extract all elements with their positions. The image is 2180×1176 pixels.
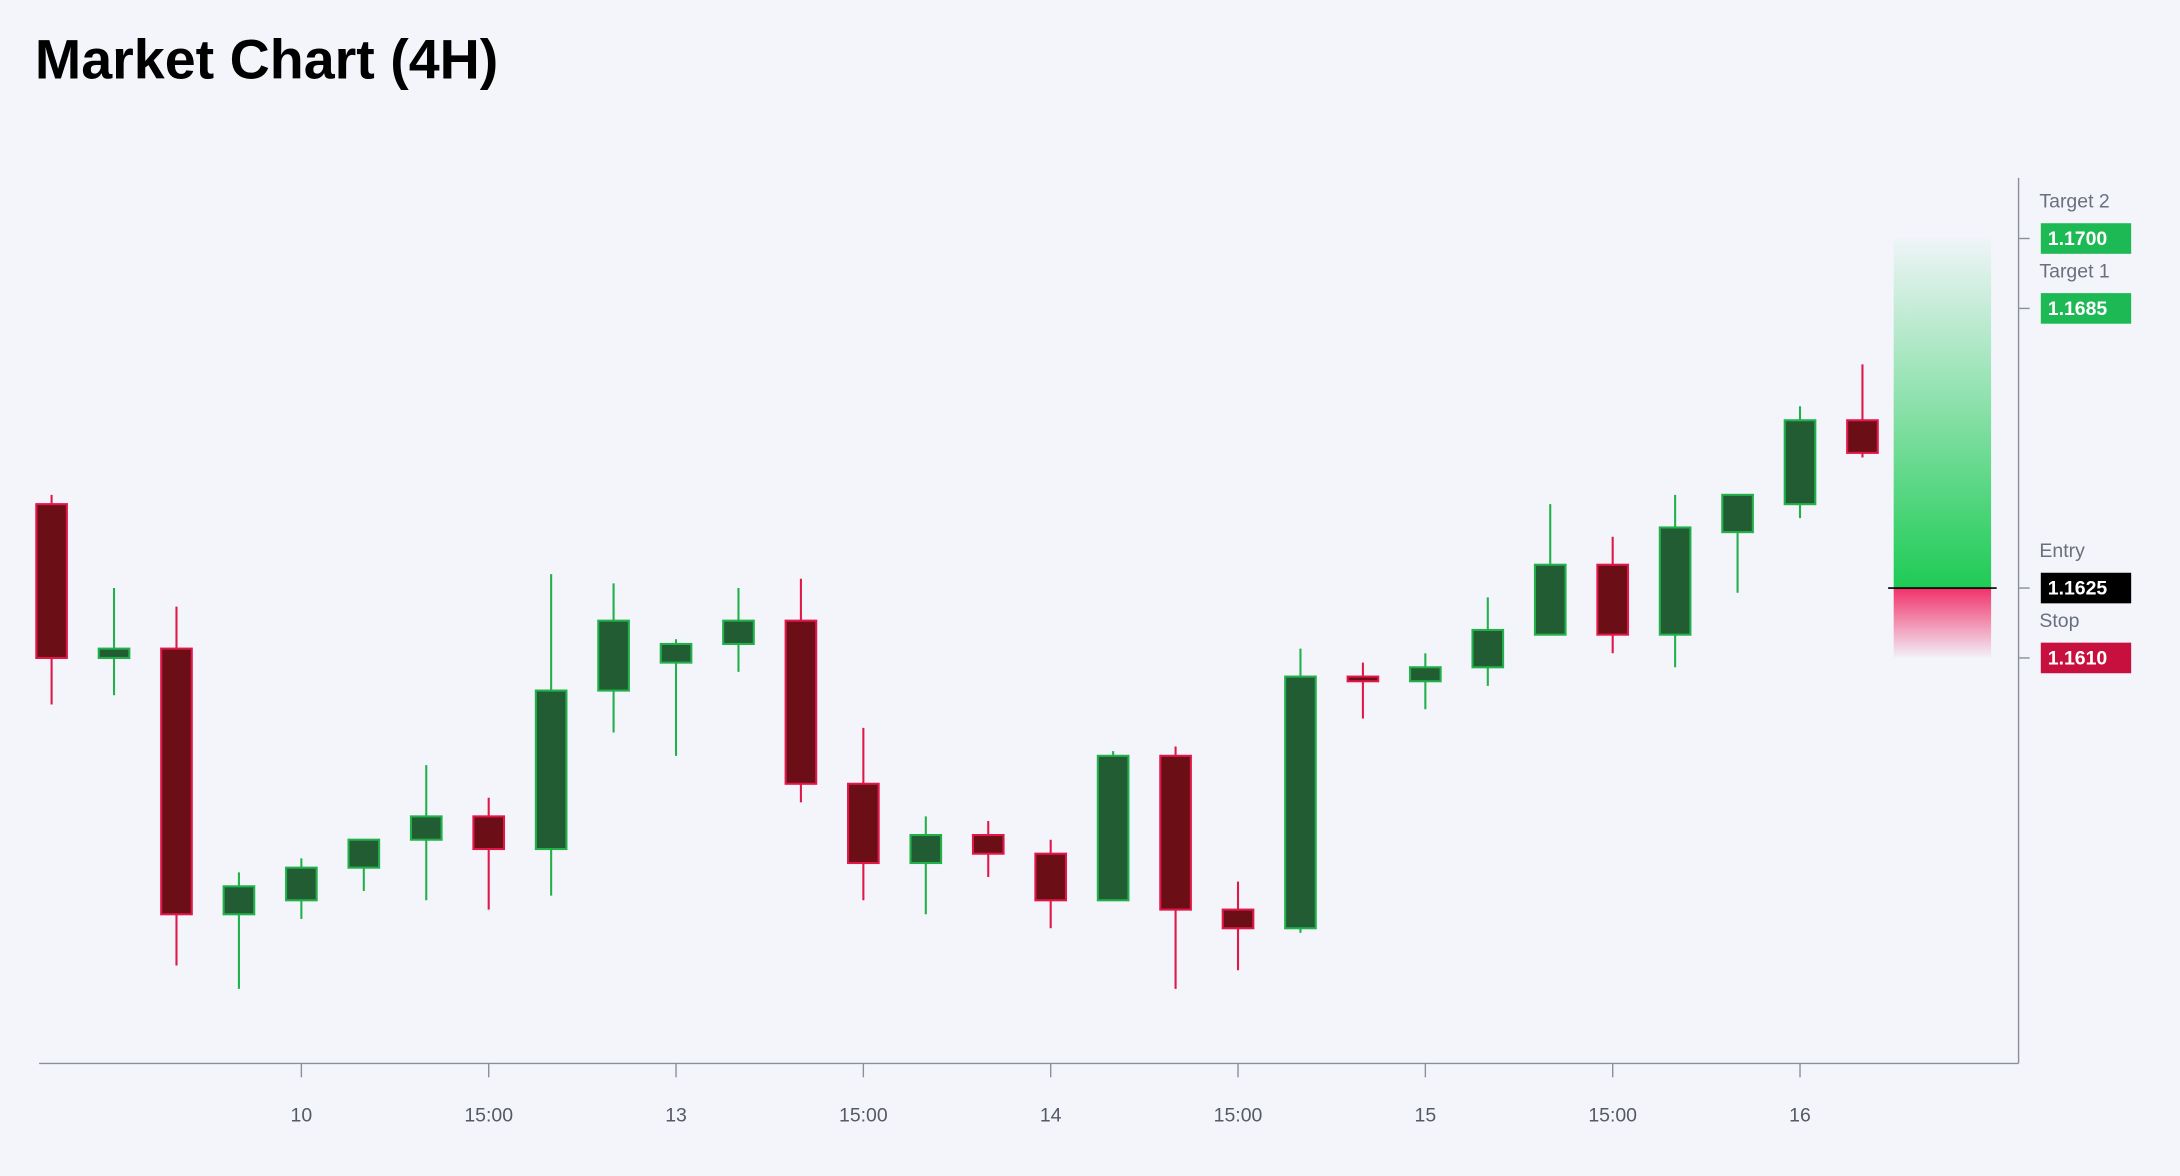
candle-body xyxy=(347,838,381,869)
level-value: 1.1625 xyxy=(2048,578,2108,600)
candle-body xyxy=(1034,852,1068,902)
candle-body xyxy=(909,834,943,865)
candle-body xyxy=(1221,908,1255,930)
x-tick-label: 13 xyxy=(665,1104,687,1126)
level-name: Entry xyxy=(2039,540,2085,562)
candle-body xyxy=(472,815,506,851)
candle-body xyxy=(222,885,256,916)
candle-body xyxy=(1409,666,1442,683)
candle-body xyxy=(534,689,568,851)
candle-body xyxy=(409,815,443,841)
candle-body xyxy=(722,619,755,646)
candle-body xyxy=(1346,675,1380,683)
level-value: 1.1610 xyxy=(2048,647,2108,669)
x-tick-label: 15:00 xyxy=(1214,1104,1263,1126)
candle-body xyxy=(285,866,318,902)
candle-body xyxy=(1783,419,1817,506)
candle-body xyxy=(1721,493,1754,534)
level-name: Target 2 xyxy=(2039,191,2109,213)
level-value: 1.1700 xyxy=(2048,228,2108,250)
x-tick-label: 15:00 xyxy=(839,1104,888,1126)
level-value: 1.1685 xyxy=(2048,298,2108,320)
profit-zone xyxy=(1893,238,1992,589)
x-tick-label: 15 xyxy=(1415,1104,1437,1126)
candle-body xyxy=(784,619,818,785)
candle-body xyxy=(97,647,131,659)
candle-body xyxy=(847,782,880,865)
candle-body xyxy=(35,503,68,659)
level-badge xyxy=(2040,572,2132,604)
level-badge xyxy=(2040,642,2132,674)
chart-title: Market Chart (4H) xyxy=(35,29,498,91)
candle-body xyxy=(160,647,193,916)
candle-body xyxy=(1284,675,1317,930)
candle-body xyxy=(659,642,693,664)
x-tick-label: 16 xyxy=(1789,1104,1811,1126)
candle-body xyxy=(1846,419,1879,454)
x-tick-label: 15:00 xyxy=(1588,1104,1637,1126)
x-tick-label: 10 xyxy=(291,1104,313,1126)
level-name: Stop xyxy=(2039,610,2079,632)
candle-body xyxy=(1596,563,1630,636)
x-tick-label: 15:00 xyxy=(464,1104,513,1126)
candle-body xyxy=(1159,754,1192,911)
loss-zone xyxy=(1893,588,1992,658)
x-tick-label: 14 xyxy=(1040,1104,1062,1126)
candle-body xyxy=(971,834,1005,855)
candle-body xyxy=(1471,628,1505,669)
candle-body xyxy=(597,619,630,692)
candle-body xyxy=(1658,526,1692,636)
level-name: Target 1 xyxy=(2039,260,2109,282)
level-badge xyxy=(2040,223,2132,254)
candle-body xyxy=(1533,563,1567,636)
candle-body xyxy=(1096,754,1130,902)
level-badge xyxy=(2040,293,2132,324)
